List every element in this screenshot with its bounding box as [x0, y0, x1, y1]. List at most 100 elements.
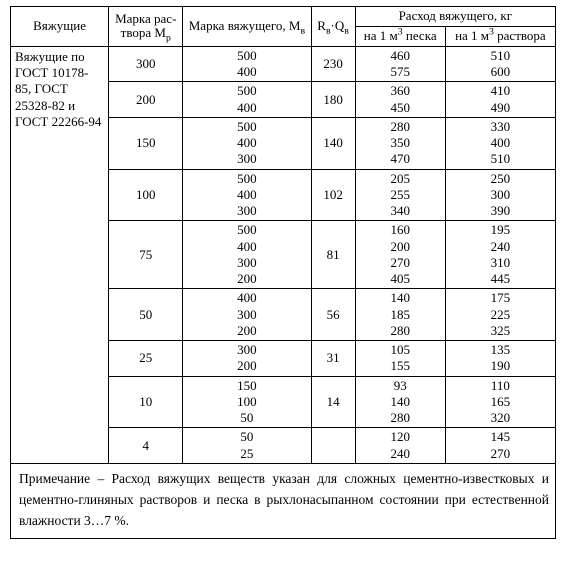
mortar-mark-cell: 10	[109, 376, 183, 428]
binder-mark-cell-value: 400	[237, 187, 257, 203]
binder-mark-cell-value: 50	[240, 410, 253, 426]
mortar-cell-value: 325	[491, 323, 511, 339]
sand-cell-value: 575	[390, 64, 410, 80]
sand-cell: 280350470	[355, 117, 445, 169]
mortar-cell-value: 390	[491, 203, 511, 219]
rq-cell: 31	[311, 341, 355, 377]
binder-mark-cell: 500400300	[183, 117, 311, 169]
binders-cell: Вяжущие по ГОСТ 10178-85, ГОСТ 25328-82 …	[11, 46, 109, 463]
binder-mark-cell-value: 400	[237, 64, 257, 80]
mortar-cell-value: 320	[491, 410, 511, 426]
sand-cell-value: 470	[390, 151, 410, 167]
hdr-per-sand-text: на 1 м3 песка	[364, 28, 437, 43]
sand-cell-value: 280	[390, 410, 410, 426]
rq-cell: 230	[311, 46, 355, 82]
sand-cell-value: 240	[390, 446, 410, 462]
sand-cell-value: 340	[390, 203, 410, 219]
table-body: Вяжущие по ГОСТ 10178-85, ГОСТ 25328-82 …	[11, 46, 556, 463]
mortar-cell-value: 300	[491, 187, 511, 203]
binder-mark-cell-value: 200	[237, 323, 257, 339]
binder-mark-cell-value: 400	[237, 239, 257, 255]
rq-cell: 140	[311, 117, 355, 169]
mortar-mark-cell: 50	[109, 289, 183, 341]
sand-cell-value: 255	[390, 187, 410, 203]
binder-mark-cell-value: 200	[237, 358, 257, 374]
sand-cell-value: 160	[390, 222, 410, 238]
mortar-cell-value: 165	[491, 394, 511, 410]
rq-cell: 56	[311, 289, 355, 341]
mortar-mark-cell: 75	[109, 221, 183, 289]
mortar-cell-value: 175	[491, 290, 511, 306]
mortar-cell: 410490	[445, 82, 555, 118]
sand-cell-value: 450	[390, 100, 410, 116]
sand-cell-value: 93	[394, 378, 407, 394]
binder-mark-cell-value: 400	[237, 135, 257, 151]
mortar-cell-value: 190	[491, 358, 511, 374]
mortar-cell-value: 490	[491, 100, 511, 116]
mortar-cell-value: 145	[491, 429, 511, 445]
sand-cell: 140185280	[355, 289, 445, 341]
binder-mark-cell-value: 300	[237, 203, 257, 219]
hdr-binder-mark: Марка вяжущего, Мв	[183, 7, 311, 47]
sand-cell-value: 105	[390, 342, 410, 358]
mortar-mark-cell: 150	[109, 117, 183, 169]
mortar-cell-value: 510	[491, 151, 511, 167]
sand-cell-value: 155	[390, 358, 410, 374]
binder-mark-cell: 5025	[183, 428, 311, 464]
sand-cell-value: 205	[390, 171, 410, 187]
rq-cell: 14	[311, 376, 355, 428]
hdr-mortar-mark: Марка рас-твора Мр	[109, 7, 183, 47]
hdr-rq-text: Rв·Qв	[317, 18, 349, 33]
mortar-cell-value: 135	[491, 342, 511, 358]
binder-mark-cell-value: 300	[237, 342, 257, 358]
binder-mark-cell-value: 200	[237, 271, 257, 287]
binder-mark-cell-value: 400	[237, 290, 257, 306]
binder-mark-cell-value: 500	[237, 48, 257, 64]
mortar-cell-value: 270	[491, 446, 511, 462]
mortar-cell: 330400510	[445, 117, 555, 169]
sand-cell: 205255340	[355, 169, 445, 221]
mortar-cell-value: 110	[491, 378, 510, 394]
sand-cell-value: 140	[390, 394, 410, 410]
hdr-binders: Вяжущие	[11, 7, 109, 47]
mortar-cell: 510600	[445, 46, 555, 82]
mortar-mark-cell: 25	[109, 341, 183, 377]
rq-cell: 102	[311, 169, 355, 221]
binder-mark-cell: 500400300200	[183, 221, 311, 289]
binder-mark-cell: 500400	[183, 82, 311, 118]
mortar-cell-value: 330	[491, 119, 511, 135]
mortar-cell-value: 195	[491, 222, 511, 238]
sand-cell: 160200270405	[355, 221, 445, 289]
binder-mark-cell-value: 25	[240, 446, 253, 462]
sand-cell-value: 120	[390, 429, 410, 445]
page: Вяжущие Марка рас-твора Мр Марка вяжущег…	[0, 0, 566, 547]
binder-mark-cell-value: 150	[237, 378, 257, 394]
mortar-mark-cell: 4	[109, 428, 183, 464]
binder-mark-cell: 15010050	[183, 376, 311, 428]
hdr-consumption: Расход вяжущего, кг	[355, 7, 555, 27]
hdr-mortar-mark-text: Марка рас-твора Мр	[115, 11, 176, 41]
sand-cell-value: 200	[390, 239, 410, 255]
mortar-cell-value: 510	[491, 48, 511, 64]
binder-mark-cell: 300200	[183, 341, 311, 377]
sand-cell: 93140280	[355, 376, 445, 428]
sand-cell-value: 185	[390, 307, 410, 323]
binder-mark-cell: 400300200	[183, 289, 311, 341]
binder-consumption-table: Вяжущие Марка рас-твора Мр Марка вяжущег…	[10, 6, 556, 539]
binder-mark-cell-value: 500	[237, 171, 257, 187]
mortar-cell-value: 410	[491, 83, 511, 99]
mortar-cell: 175225325	[445, 289, 555, 341]
sand-cell: 105155	[355, 341, 445, 377]
mortar-cell: 250300390	[445, 169, 555, 221]
mortar-cell-value: 250	[491, 171, 511, 187]
mortar-mark-cell: 100	[109, 169, 183, 221]
mortar-cell-value: 310	[491, 255, 511, 271]
sand-cell-value: 350	[390, 135, 410, 151]
mortar-mark-cell: 300	[109, 46, 183, 82]
mortar-cell: 195240310445	[445, 221, 555, 289]
sand-cell: 360450	[355, 82, 445, 118]
binder-mark-cell-value: 50	[240, 429, 253, 445]
binder-mark-cell-value: 500	[237, 83, 257, 99]
mortar-cell: 145270	[445, 428, 555, 464]
binder-mark-cell-value: 400	[237, 100, 257, 116]
